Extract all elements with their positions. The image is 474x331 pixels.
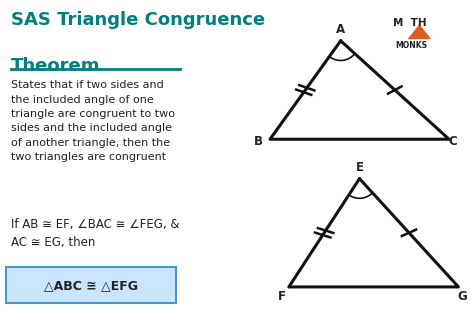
Text: G: G bbox=[457, 290, 467, 303]
Text: Theorem: Theorem bbox=[11, 57, 100, 75]
Text: A: A bbox=[336, 23, 345, 36]
Text: B: B bbox=[254, 135, 263, 148]
Text: E: E bbox=[356, 161, 364, 174]
Text: States that if two sides and
the included angle of one
triangle are congruent to: States that if two sides and the include… bbox=[11, 80, 175, 162]
FancyBboxPatch shape bbox=[6, 267, 176, 303]
Text: △ABC ≅ △EFG: △ABC ≅ △EFG bbox=[44, 279, 138, 292]
Text: F: F bbox=[278, 290, 286, 303]
Text: C: C bbox=[448, 135, 457, 148]
Polygon shape bbox=[408, 24, 431, 39]
Text: SAS Triangle Congruence: SAS Triangle Congruence bbox=[11, 11, 265, 29]
Text: M  TH: M TH bbox=[392, 18, 426, 28]
Text: If AB ≅ EF, ∠BAC ≅ ∠FEG, &
AC ≅ EG, then: If AB ≅ EF, ∠BAC ≅ ∠FEG, & AC ≅ EG, then bbox=[11, 218, 179, 249]
Text: MONKS: MONKS bbox=[395, 41, 427, 50]
